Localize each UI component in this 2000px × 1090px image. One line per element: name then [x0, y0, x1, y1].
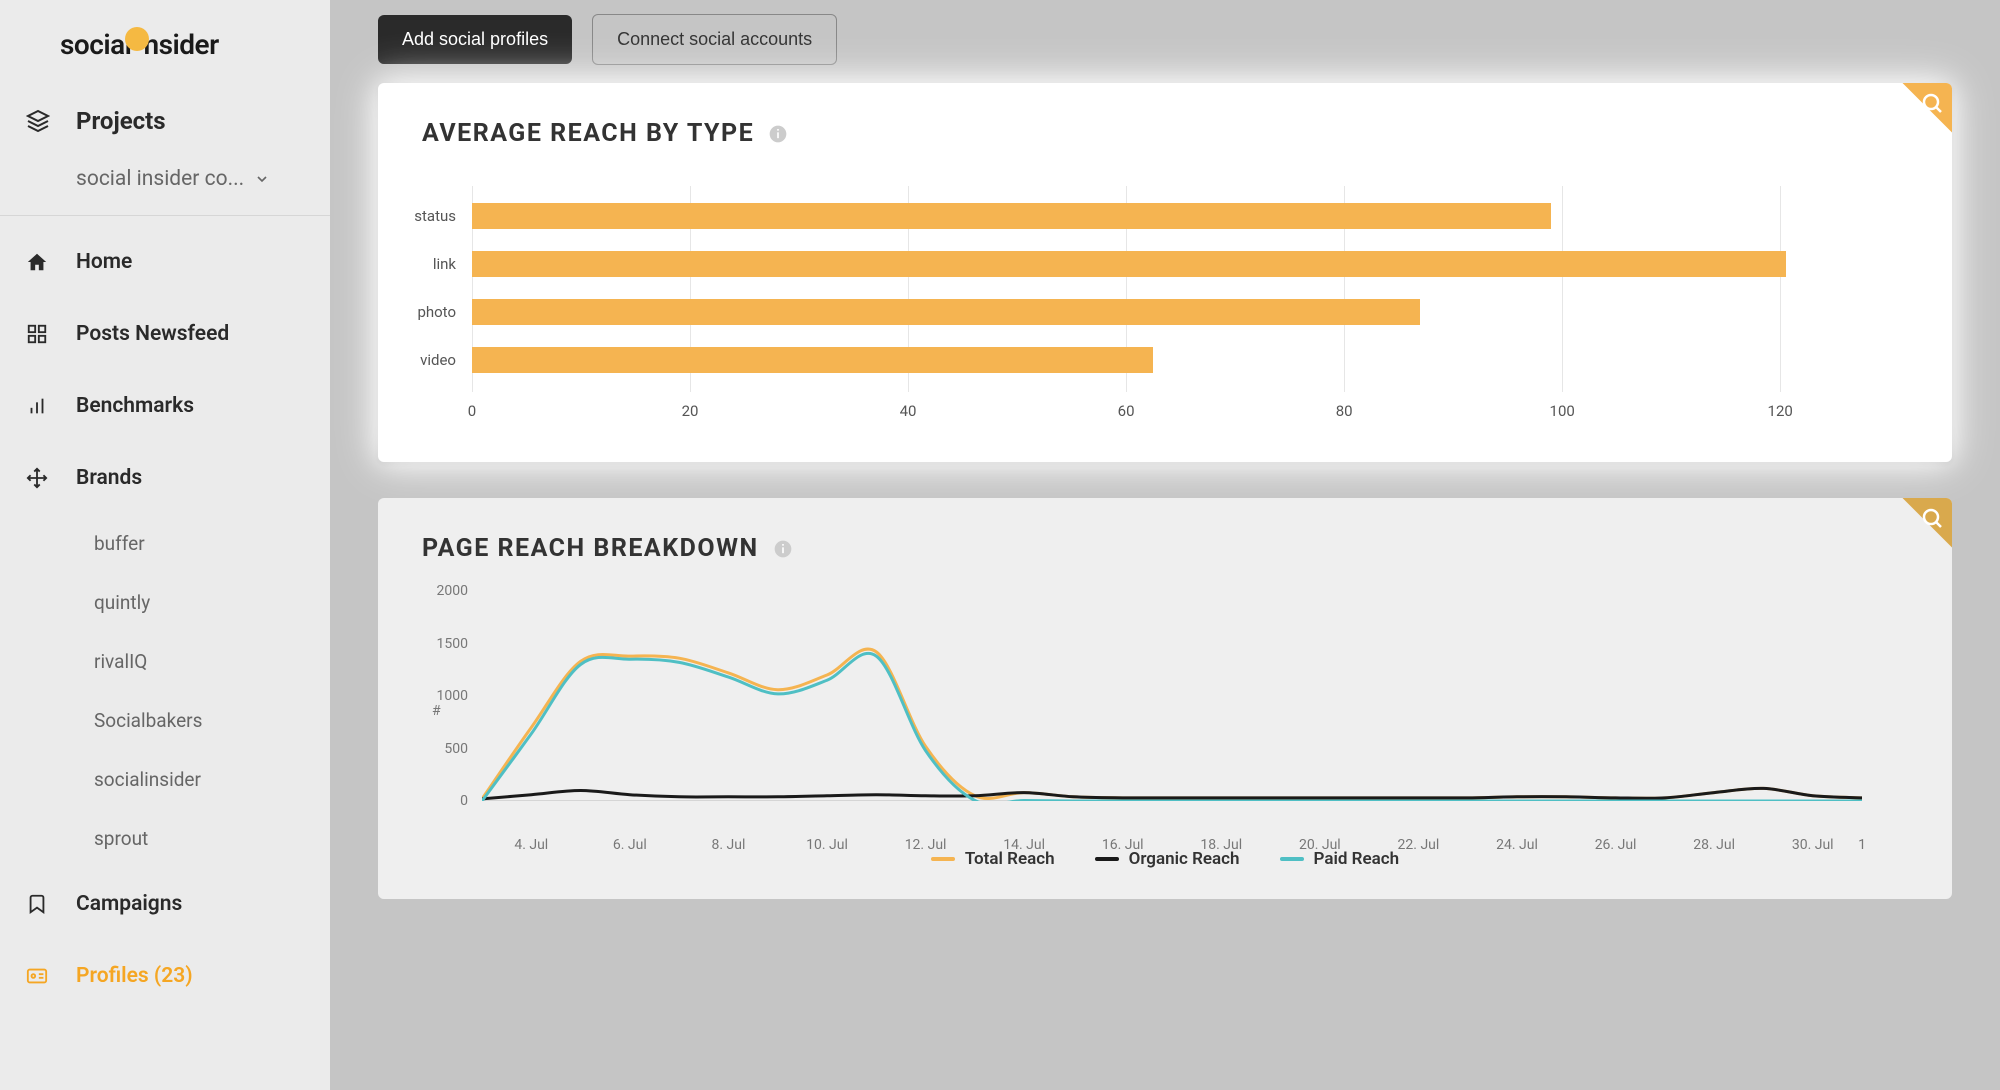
projects-label: Projects	[76, 107, 166, 135]
x-tick-label: 8. Jul	[711, 837, 745, 853]
sidebar-item-campaigns[interactable]: Campaigns	[0, 868, 330, 940]
brand-item[interactable]: sprout	[0, 809, 330, 868]
x-tick-label: 30. Jul	[1792, 837, 1834, 853]
sidebar-item-label: Brands	[76, 466, 142, 490]
sidebar-item-benchmarks[interactable]: Benchmarks	[0, 370, 330, 442]
brand-item[interactable]: Socialbakers	[0, 691, 330, 750]
topbar: Add social profiles Connect social accou…	[330, 0, 2000, 79]
legend-swatch	[1280, 857, 1304, 861]
x-tick-label: 26. Jul	[1595, 837, 1637, 853]
x-tick-label: 14. Jul	[1003, 837, 1045, 853]
divider	[0, 215, 330, 216]
main-content: Add social profiles Connect social accou…	[330, 0, 2000, 1090]
project-selector[interactable]: social insider co...	[0, 153, 330, 215]
series-line[interactable]	[482, 653, 1862, 801]
x-tick-label: 20. Jul	[1299, 837, 1341, 853]
sidebar-item-profiles[interactable]: Profiles (23)	[0, 940, 330, 1012]
sidebar-item-label: Campaigns	[76, 892, 182, 916]
x-tick-label: 18. Jul	[1200, 837, 1242, 853]
bar-category-label: status	[402, 207, 472, 225]
x-tick-label: 20	[682, 402, 699, 420]
logo-dot-icon	[125, 27, 149, 51]
card-average-reach-by-type: AVERAGE REACH BY TYPE 0 20 40 60 80 100 120 st…	[378, 83, 1952, 462]
bar[interactable]	[472, 347, 1153, 373]
x-tick-label: 22. Jul	[1398, 837, 1440, 853]
x-tick-label: 12. Jul	[905, 837, 947, 853]
x-tick-label: 0	[468, 402, 476, 420]
app-logo: social nsider	[0, 0, 330, 89]
y-tick-label: 2000	[437, 583, 482, 599]
bar[interactable]	[472, 251, 1786, 277]
legend-swatch	[931, 857, 955, 861]
x-tick-label: 10. Jul	[806, 837, 848, 853]
chevron-down-icon	[254, 171, 270, 187]
sidebar-item-label: Posts Newsfeed	[76, 322, 229, 346]
grid-icon	[26, 323, 48, 345]
connect-accounts-button[interactable]: Connect social accounts	[592, 14, 837, 65]
x-tick-label: 40	[900, 402, 917, 420]
brands-sublist: bufferquintlyrivalIQSocialbakerssocialin…	[0, 514, 330, 868]
chart-title: PAGE REACH BREAKDOWN	[422, 534, 759, 563]
id-card-icon	[26, 965, 48, 987]
sidebar-item-label: Home	[76, 250, 132, 274]
info-icon[interactable]	[773, 539, 793, 559]
zoom-badge[interactable]	[1882, 83, 1952, 153]
series-line[interactable]	[482, 649, 1862, 799]
x-tick-label: 120	[1768, 402, 1793, 420]
y-axis-title: #	[432, 703, 441, 719]
brand-item[interactable]: socialinsider	[0, 750, 330, 809]
bar-row: status	[472, 200, 1802, 232]
x-tick-label: 28. Jul	[1693, 837, 1735, 853]
y-tick-label: 1000	[437, 688, 482, 704]
bar-category-label: link	[402, 255, 472, 273]
x-tick-label: 6. Jul	[613, 837, 647, 853]
home-icon	[26, 251, 48, 273]
x-tick-label: 80	[1336, 402, 1353, 420]
x-tick-label: 100	[1550, 402, 1575, 420]
brand-item[interactable]: quintly	[0, 573, 330, 632]
sidebar-item-brands[interactable]: Brands	[0, 442, 330, 514]
bar-category-label: video	[402, 351, 472, 369]
x-tick-label: 16. Jul	[1102, 837, 1144, 853]
card-page-reach-breakdown: PAGE REACH BREAKDOWN # 0 500 1000 1500 2000 4…	[378, 498, 1952, 899]
y-tick-label: 500	[444, 741, 482, 757]
x-tick-label: 24. Jul	[1496, 837, 1538, 853]
bar-row: photo	[472, 296, 1802, 328]
x-tick-label: 1	[1858, 837, 1866, 853]
bar-chart: 0 20 40 60 80 100 120 status link photo video	[378, 156, 1952, 462]
info-icon[interactable]	[768, 124, 788, 144]
sidebar: social nsider Projects social insider co.…	[0, 0, 330, 1090]
bar-row: video	[472, 344, 1802, 376]
sidebar-item-label: Profiles (23)	[76, 964, 193, 988]
bookmark-icon	[26, 893, 48, 915]
move-icon	[26, 467, 48, 489]
sidebar-item-newsfeed[interactable]: Posts Newsfeed	[0, 298, 330, 370]
brand-item[interactable]: rivalIQ	[0, 632, 330, 691]
current-project-name: social insider co...	[76, 167, 244, 191]
series-line[interactable]	[482, 788, 1862, 799]
bar[interactable]	[472, 299, 1420, 325]
add-profiles-button[interactable]: Add social profiles	[378, 15, 572, 64]
line-chart-svg	[482, 591, 1862, 801]
x-axis: 020406080100120	[472, 402, 1802, 422]
y-tick-label: 0	[460, 793, 482, 809]
logo-text-right: nsider	[143, 28, 218, 61]
bar-chart-icon	[26, 395, 48, 417]
legend-swatch	[1095, 857, 1119, 861]
x-tick-label: 60	[1118, 402, 1135, 420]
x-tick-label: 4. Jul	[514, 837, 548, 853]
bar-category-label: photo	[402, 303, 472, 321]
sidebar-projects-header[interactable]: Projects	[0, 89, 330, 153]
chart-title: AVERAGE REACH BY TYPE	[422, 119, 754, 148]
bar[interactable]	[472, 203, 1551, 229]
logo-text-left: social	[60, 28, 131, 61]
zoom-badge[interactable]	[1882, 498, 1952, 568]
layers-icon	[26, 109, 50, 133]
brand-item[interactable]: buffer	[0, 514, 330, 573]
sidebar-item-home[interactable]: Home	[0, 226, 330, 298]
line-chart: # 0 500 1000 1500 2000 4. Jul 6. Jul 8. Jul 10. …	[378, 571, 1952, 899]
bar-row: link	[472, 248, 1802, 280]
y-tick-label: 1500	[437, 636, 482, 652]
sidebar-item-label: Benchmarks	[76, 394, 194, 418]
